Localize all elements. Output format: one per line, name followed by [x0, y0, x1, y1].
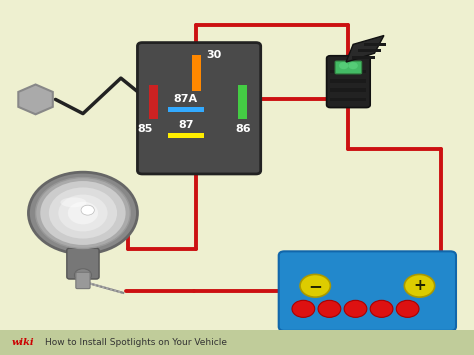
Bar — [358, 49, 381, 52]
Circle shape — [339, 62, 348, 69]
Bar — [192, 55, 201, 91]
Circle shape — [300, 274, 330, 297]
Bar — [0, 330, 474, 355]
Bar — [168, 107, 204, 112]
Polygon shape — [18, 84, 53, 114]
FancyBboxPatch shape — [327, 56, 370, 108]
Circle shape — [68, 202, 98, 224]
Text: 30: 30 — [206, 50, 221, 60]
Circle shape — [396, 300, 419, 317]
Circle shape — [74, 269, 91, 282]
Circle shape — [36, 178, 130, 248]
Polygon shape — [346, 36, 384, 62]
Text: 85: 85 — [137, 124, 152, 134]
FancyBboxPatch shape — [279, 251, 456, 331]
Circle shape — [81, 205, 94, 215]
Text: 87A: 87A — [174, 94, 198, 104]
Circle shape — [49, 187, 117, 239]
Circle shape — [28, 172, 137, 254]
Bar — [330, 88, 366, 92]
Text: −: − — [308, 277, 322, 295]
Ellipse shape — [61, 197, 86, 207]
Text: wiki: wiki — [12, 338, 35, 347]
Text: How to Install Spotlights on Your Vehicle: How to Install Spotlights on Your Vehicl… — [45, 338, 227, 347]
Text: 86: 86 — [235, 124, 250, 134]
Bar — [168, 133, 204, 138]
Circle shape — [344, 300, 367, 317]
Bar — [352, 56, 375, 59]
Circle shape — [40, 181, 126, 245]
Text: +: + — [413, 278, 426, 293]
Circle shape — [318, 300, 341, 317]
FancyBboxPatch shape — [137, 43, 261, 174]
Bar — [364, 43, 386, 46]
Circle shape — [348, 62, 358, 69]
Bar — [149, 85, 158, 119]
Circle shape — [404, 274, 435, 297]
Bar — [330, 79, 366, 83]
Bar — [330, 98, 366, 101]
FancyBboxPatch shape — [335, 61, 362, 74]
Bar — [238, 85, 247, 119]
Bar — [330, 70, 366, 73]
FancyBboxPatch shape — [67, 248, 99, 279]
Text: 87: 87 — [178, 120, 193, 130]
FancyBboxPatch shape — [76, 272, 90, 289]
Circle shape — [58, 195, 108, 231]
Circle shape — [370, 300, 393, 317]
Circle shape — [292, 300, 315, 317]
